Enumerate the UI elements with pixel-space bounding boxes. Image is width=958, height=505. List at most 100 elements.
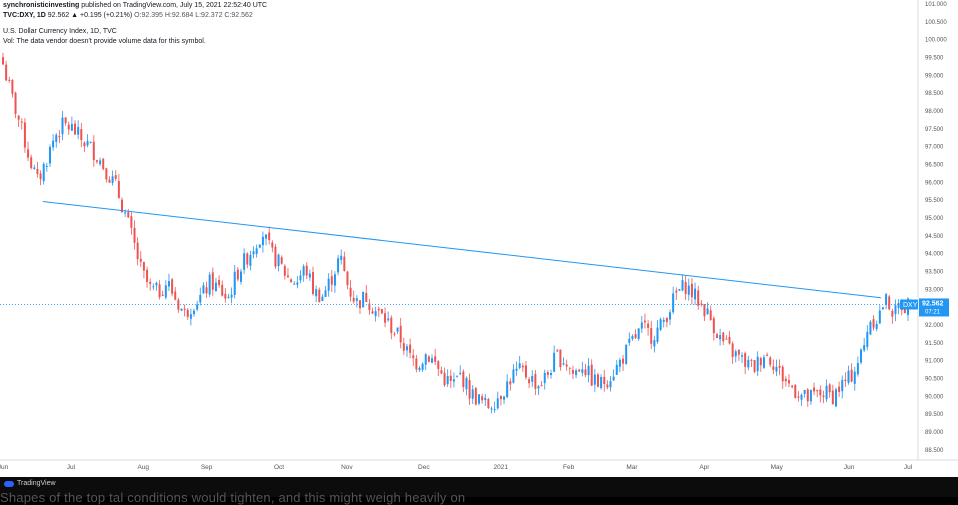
candle-body	[575, 370, 578, 376]
y-tick-label: 90.500	[925, 376, 944, 382]
candle-body	[762, 357, 765, 368]
candle-body	[775, 366, 778, 372]
candle-body	[878, 310, 881, 324]
candle-body	[578, 369, 581, 372]
candle-body	[481, 396, 484, 401]
tradingview-logo-text: TradingView	[17, 480, 56, 487]
candle-body	[52, 140, 55, 148]
candle-body	[377, 308, 380, 311]
series-title: U.S. Dollar Currency Index, 1D, TVC	[3, 28, 117, 35]
candle-body	[618, 359, 621, 367]
candle-body	[74, 123, 77, 135]
candle-body	[277, 254, 280, 267]
x-tick-label: Nov	[341, 464, 353, 471]
candle-body	[318, 289, 321, 303]
symbol-line: TVC:DXY, 1D 92.562 ▲ +0.195 (+0.21%) O:9…	[3, 12, 253, 19]
candle-body	[352, 297, 355, 302]
candle-body	[412, 355, 415, 359]
x-tick-label: Feb	[563, 464, 575, 471]
candle-body	[280, 257, 283, 264]
candle-body	[421, 363, 424, 370]
candle-body	[844, 379, 847, 382]
candle-body	[709, 310, 712, 320]
y-tick-label: 89.500	[925, 412, 944, 418]
candle-body	[358, 300, 361, 309]
candle-body	[553, 352, 556, 372]
y-tick-label: 97.000	[925, 145, 944, 151]
candle-body	[503, 396, 506, 400]
candle-body	[813, 387, 816, 392]
candle-body	[803, 389, 806, 394]
publish-info: synchronisticinvesting published on Trad…	[3, 2, 267, 9]
candle-body	[371, 311, 374, 314]
candle-body	[556, 350, 559, 352]
candle-body	[45, 165, 48, 167]
candle-body	[186, 309, 189, 317]
candle-body	[449, 375, 452, 381]
candle-body	[402, 343, 405, 351]
candle-body	[114, 175, 117, 179]
candle-body	[484, 397, 487, 401]
y-tick-label: 95.000	[925, 216, 944, 222]
candle-body	[120, 199, 123, 213]
candle-body	[199, 294, 202, 303]
candle-body	[794, 385, 797, 398]
candle-body	[384, 313, 387, 323]
candle-body	[27, 149, 30, 158]
candle-body	[634, 334, 637, 339]
candle-body	[499, 395, 502, 400]
candle-body	[897, 302, 900, 308]
candle-body	[894, 305, 897, 314]
candle-body	[42, 163, 45, 182]
candle-body	[719, 335, 722, 340]
candle-body	[672, 293, 675, 313]
candle-body	[850, 369, 853, 382]
x-tick-label: Jul	[67, 464, 76, 471]
candle-body	[105, 168, 108, 180]
candle-body	[64, 117, 67, 124]
candle-body	[512, 369, 515, 383]
candle-body	[834, 389, 837, 407]
x-tick-label: Apr	[699, 464, 710, 471]
price-chart[interactable]: 101.000 100.500 100.000 99.500 99.000 98.500 9…	[0, 0, 958, 477]
candle-body	[841, 379, 844, 392]
candle-body	[609, 381, 612, 388]
candle-body	[524, 365, 527, 378]
candle-body	[167, 281, 170, 287]
candle-body	[36, 168, 39, 174]
candle-body	[39, 173, 42, 180]
y-tick-label: 98.000	[925, 109, 944, 115]
candle-body	[355, 298, 358, 301]
candle-body	[546, 372, 549, 376]
y-tick-label: 100.000	[925, 38, 947, 44]
candle-body	[130, 216, 133, 228]
candle-body	[180, 308, 183, 311]
candle-body	[847, 370, 850, 383]
candle-body	[747, 359, 750, 368]
candle-body	[424, 354, 427, 365]
candle-body	[734, 351, 737, 357]
candle-body	[825, 385, 828, 400]
candle-body	[509, 381, 512, 385]
y-tick-label: 91.500	[925, 341, 944, 347]
y-tick-label: 98.500	[925, 91, 944, 97]
candle-body	[333, 274, 336, 286]
candle-body	[230, 294, 233, 298]
y-tick-label: 95.500	[925, 198, 944, 204]
candle-body	[596, 374, 599, 387]
y-tick-label: 97.500	[925, 127, 944, 133]
candle-body	[515, 368, 518, 371]
candle-body	[405, 346, 408, 351]
tradingview-logo[interactable]: TradingView	[4, 480, 56, 487]
candle-body	[697, 290, 700, 306]
candle-body	[196, 304, 199, 310]
candle-body	[725, 338, 728, 340]
candle-body	[374, 311, 377, 317]
author-name[interactable]: synchronisticinvesting	[3, 2, 80, 9]
candle-body	[83, 142, 86, 147]
candle-body	[164, 285, 167, 298]
y-tick-label: 93.000	[925, 287, 944, 293]
candle-body	[343, 256, 346, 271]
trendline[interactable]	[42, 200, 881, 299]
publish-details: published on TradingView.com, July 15, 2…	[81, 2, 268, 9]
